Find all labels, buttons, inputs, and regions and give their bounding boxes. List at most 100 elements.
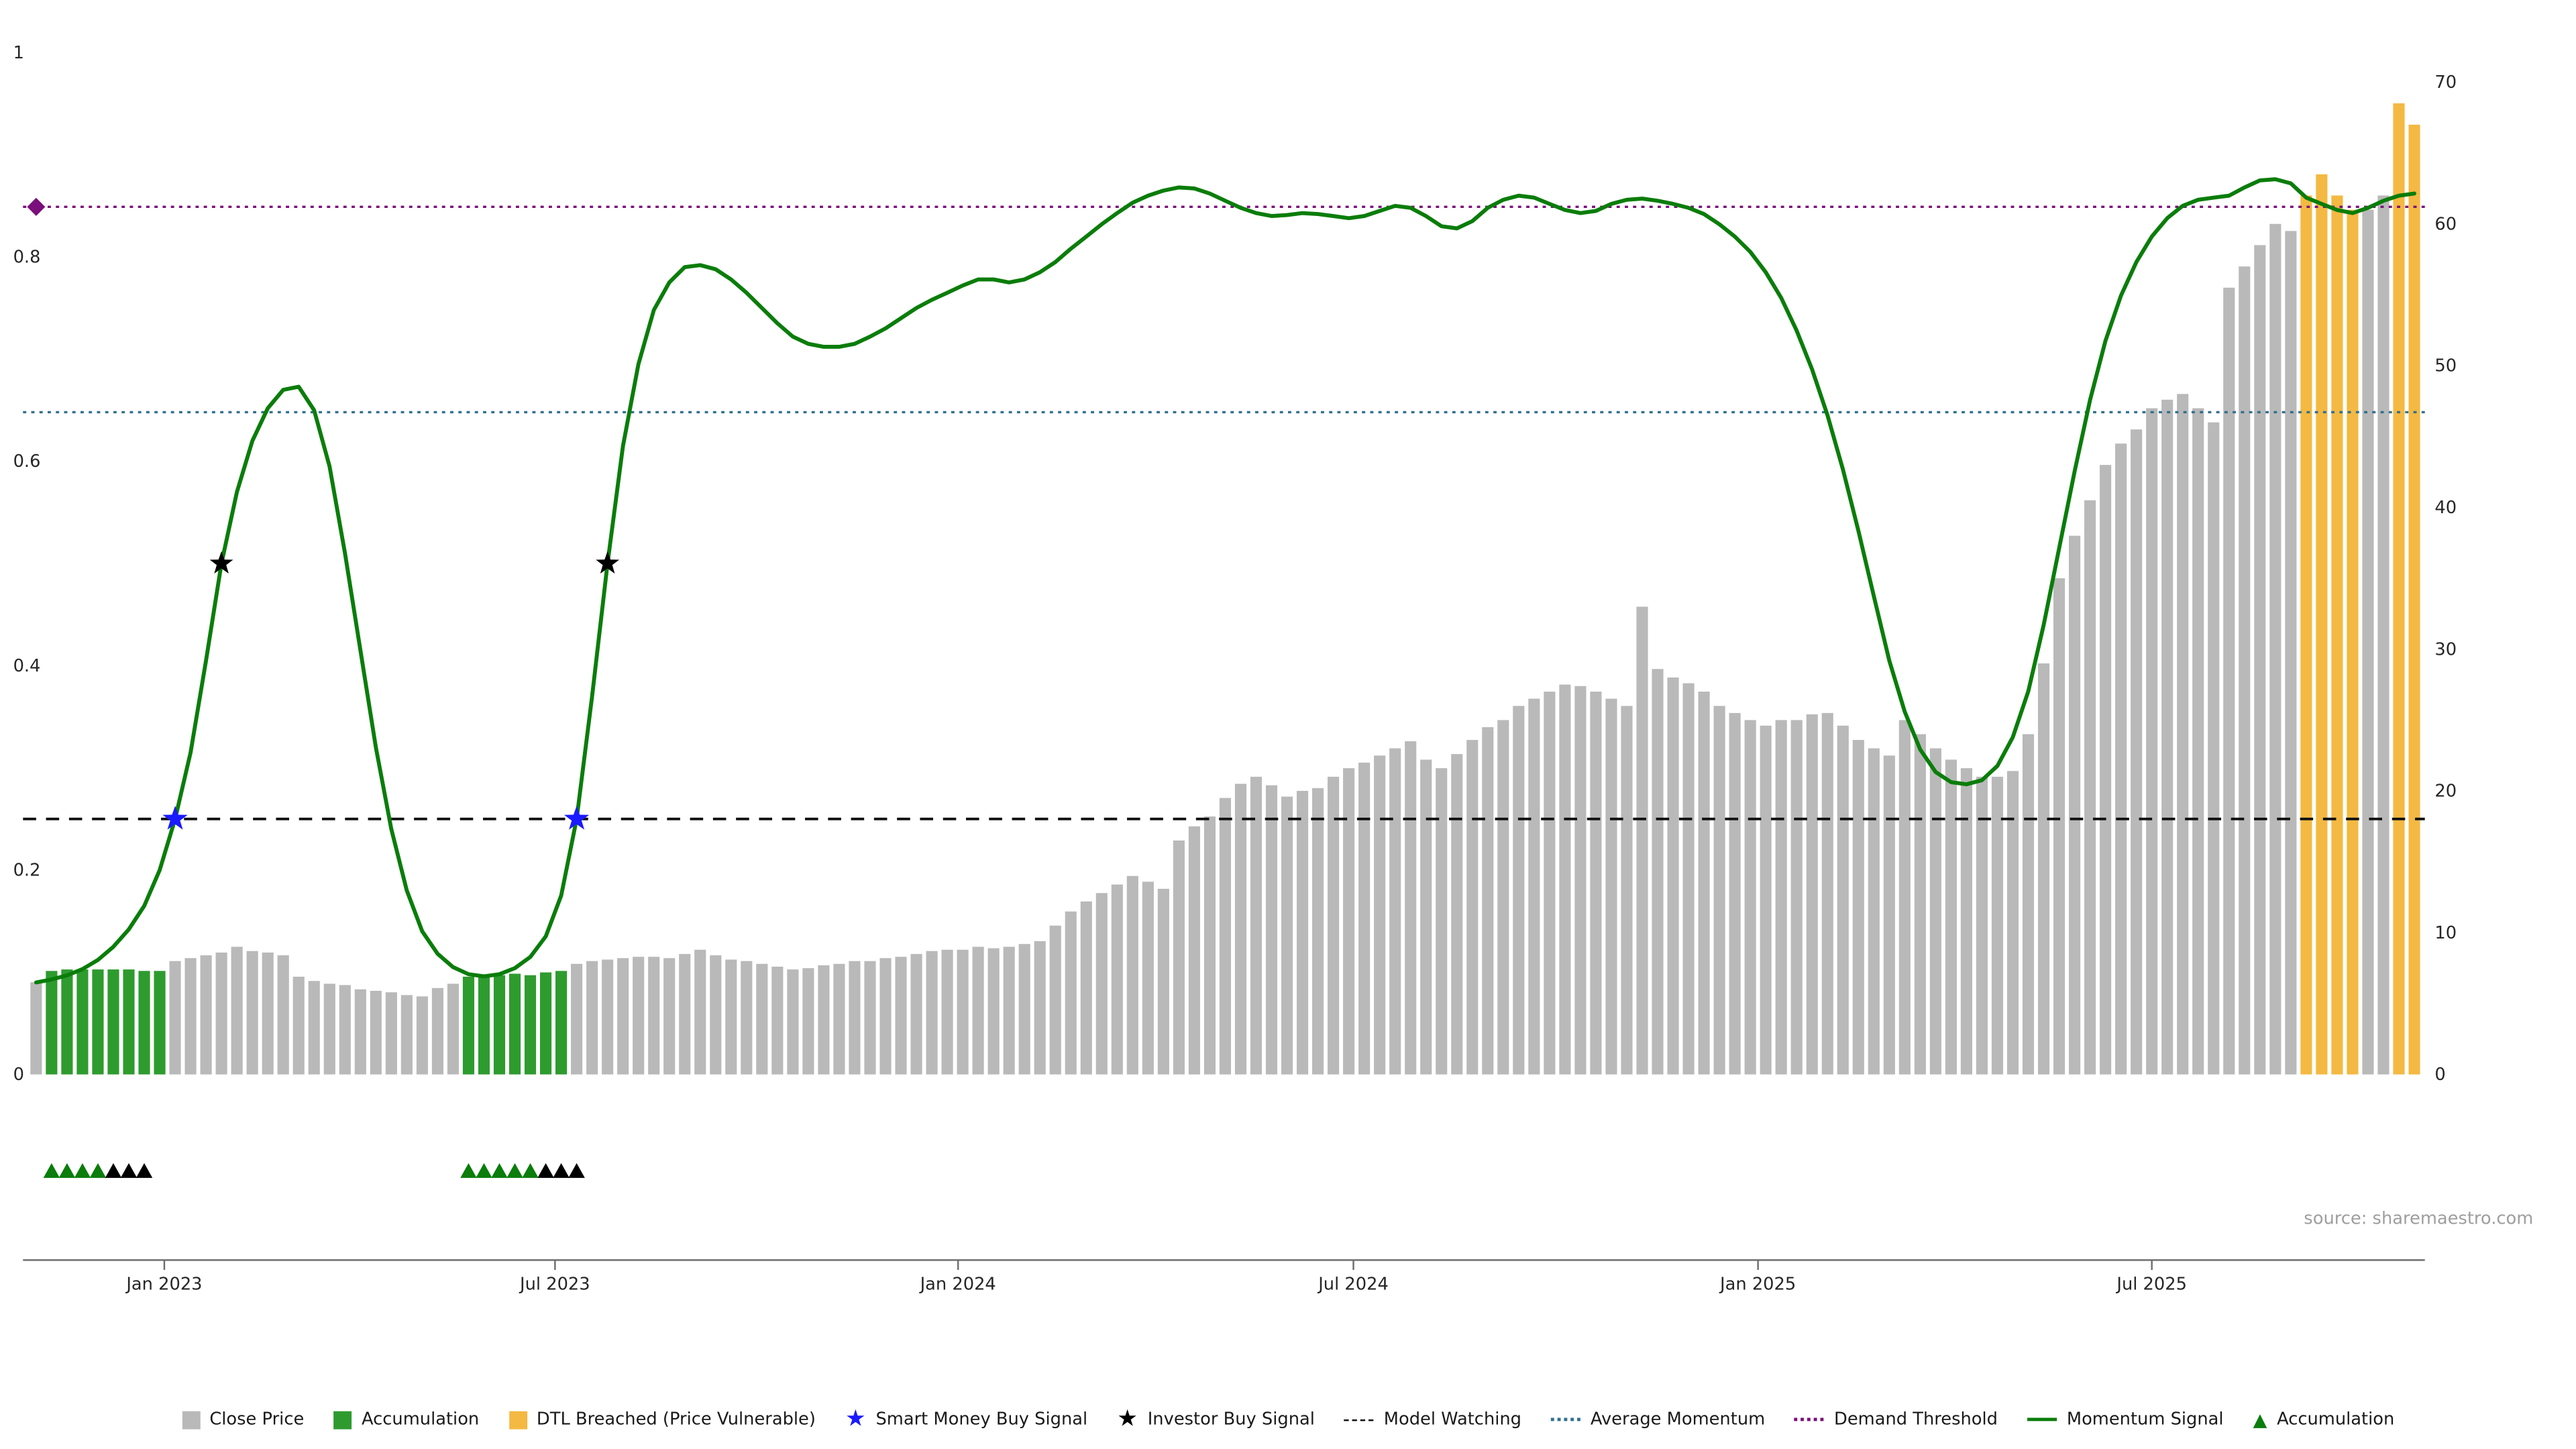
close-price-bar	[1374, 755, 1386, 1075]
close-price-bar	[2146, 408, 2158, 1075]
close-price-bar	[2177, 394, 2189, 1075]
close-price-bar	[1652, 669, 1664, 1075]
accumulation-bar	[61, 969, 73, 1075]
close-price-bar	[663, 958, 676, 1075]
close-price-bar	[354, 989, 366, 1075]
accumulation-triangle-black	[136, 1163, 153, 1178]
close-price-bar	[1636, 606, 1648, 1075]
legend-item-investor-buy-signal: ★ Investor Buy Signal	[1117, 1405, 1315, 1432]
close-price-bar	[756, 963, 768, 1075]
close-price-bar	[1405, 741, 1417, 1075]
close-price-bar	[1003, 947, 1015, 1075]
legend-label: Close Price	[209, 1409, 305, 1430]
y-axis-label-left: 0	[13, 1065, 24, 1085]
accumulation-bar	[462, 976, 475, 1075]
accumulation-bar	[524, 975, 537, 1075]
accumulation-bar	[46, 971, 58, 1075]
close-price-bar	[1837, 725, 1849, 1075]
legend-label: Average Momentum	[1590, 1409, 1766, 1430]
star-icon: ★	[845, 1405, 866, 1432]
close-price-bar	[1142, 881, 1154, 1075]
close-price-bar	[957, 949, 969, 1075]
close-price-bar	[1821, 712, 1833, 1075]
triangle-icon: ▲	[2253, 1409, 2267, 1430]
legend-item-accumulation: ▲ Accumulation	[2253, 1409, 2395, 1429]
close-price-bar	[2377, 195, 2390, 1075]
close-price-bar	[1883, 755, 1895, 1075]
close-price-bar	[2006, 771, 2019, 1075]
close-price-bar	[1898, 720, 1911, 1075]
close-price-bar	[1203, 816, 1216, 1075]
dtl-breached-bar	[2331, 195, 2343, 1075]
close-price-bar	[972, 947, 984, 1075]
close-price-bar	[586, 961, 598, 1075]
close-price-bar	[571, 963, 583, 1075]
close-price-bar	[2131, 429, 2143, 1075]
close-price-bar	[231, 947, 243, 1075]
chart-canvas: Jan 2023 Jul 2023 Jan 2024 Jul 2024 Jan 2025…	[13, 43, 2457, 1295]
close-price-bar	[725, 959, 737, 1075]
legend-item-dtl-breached-price-vulnerable: DTL Breached (Price Vulnerable)	[508, 1409, 816, 1430]
close-price-bar	[1929, 748, 1941, 1075]
chart-legend: Close Price Accumulation DTL Breached (Pri…	[0, 1405, 2576, 1432]
close-price-bar	[1760, 725, 1772, 1075]
accumulation-triangle-black	[537, 1163, 554, 1178]
legend-item-momentum-signal: Momentum Signal	[2027, 1409, 2224, 1430]
close-price-bar	[833, 963, 845, 1075]
close-price-bar	[416, 996, 428, 1075]
accumulation-bar	[478, 975, 490, 1075]
close-price-bar	[941, 949, 953, 1075]
close-price-bar	[1080, 901, 1092, 1075]
close-price-bar	[1775, 720, 1787, 1075]
close-price-bar	[1095, 893, 1108, 1075]
smart-money-buy-star	[162, 806, 188, 830]
close-price-bar	[308, 981, 320, 1075]
source-note: source: sharemaestro.com	[2304, 1209, 2534, 1229]
close-price-bar	[2053, 578, 2065, 1075]
accumulation-bar	[539, 972, 552, 1075]
legend-item-close-price: Close Price	[181, 1409, 305, 1430]
close-price-bar	[1049, 925, 1061, 1075]
accumulation-bar	[76, 969, 89, 1075]
close-price-bar	[2037, 663, 2050, 1075]
close-price-bar	[2161, 399, 2174, 1075]
legend-item-demand-threshold: Demand Threshold	[1794, 1409, 1998, 1430]
close-price-bar	[879, 958, 892, 1075]
close-price-bar	[200, 955, 212, 1075]
close-price-bar	[1868, 748, 1880, 1075]
accumulation-triangle-green	[58, 1163, 76, 1178]
close-price-bar	[1173, 840, 1185, 1075]
close-price-bar	[2208, 422, 2220, 1075]
close-price-bar	[1312, 788, 1324, 1075]
close-price-bar	[1466, 740, 1479, 1075]
y-axis-label-right: 70	[2434, 72, 2457, 93]
x-axis-label: Jul 2023	[519, 1274, 590, 1294]
close-price-bar	[2269, 223, 2282, 1075]
close-price-bar	[1018, 944, 1030, 1075]
legend-label: Momentum Signal	[2066, 1409, 2224, 1430]
close-price-bar	[1852, 740, 1864, 1075]
y-axis-label-right: 30	[2434, 639, 2457, 659]
close-price-bar	[1744, 720, 1756, 1075]
close-price-bar	[1451, 754, 1463, 1075]
close-price-bar	[1436, 768, 1448, 1075]
legend-item-model-watching: Model Watching	[1344, 1409, 1521, 1430]
close-price-bar	[1729, 712, 1741, 1075]
x-axis-label: Jul 2025	[2115, 1274, 2187, 1294]
close-price-bar	[1065, 911, 1077, 1075]
accumulation-triangle-black	[568, 1163, 585, 1178]
close-price-bar	[1234, 784, 1247, 1075]
close-price-bar	[1188, 826, 1200, 1075]
close-price-bar	[1497, 720, 1509, 1075]
dtl-breached-bar	[2393, 103, 2405, 1075]
legend-item-average-momentum: Average Momentum	[1551, 1409, 1766, 1430]
dtl-breached-bar	[2316, 174, 2328, 1075]
close-price-bar	[1358, 762, 1371, 1075]
close-price-bar	[246, 951, 258, 1075]
close-price-bar	[926, 951, 938, 1075]
y-axis-label-right: 20	[2434, 782, 2457, 802]
star-icon: ★	[1117, 1405, 1138, 1432]
y-axis-label-left: 1	[13, 43, 24, 63]
accumulation-triangle-green	[522, 1163, 539, 1178]
close-price-bar	[617, 958, 629, 1075]
